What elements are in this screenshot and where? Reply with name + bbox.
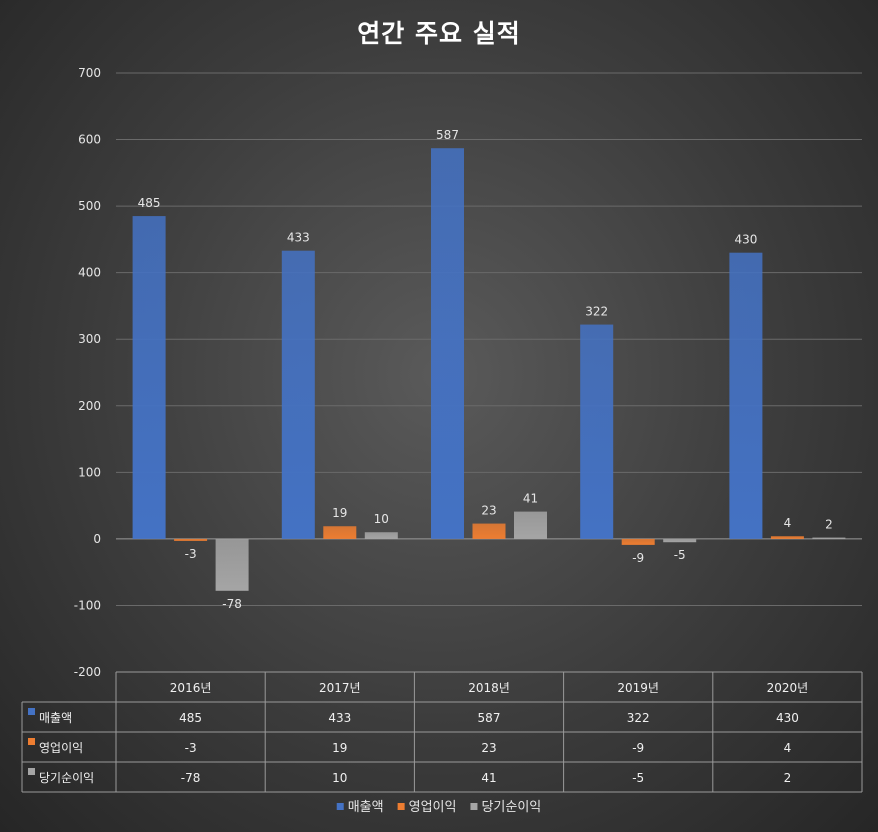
- bar: [364, 532, 398, 539]
- data-label: 4: [784, 516, 792, 530]
- table-header-cell: 2020년: [767, 681, 809, 695]
- table-cell: 587: [478, 711, 501, 725]
- bar: [812, 537, 846, 539]
- legend-key: [397, 803, 405, 810]
- data-label: 2: [825, 518, 833, 532]
- data-label: -9: [632, 551, 644, 565]
- data-label: 322: [585, 305, 608, 319]
- bar: [132, 216, 166, 539]
- y-tick-label: 500: [78, 199, 101, 213]
- table-legend-key: [28, 708, 35, 715]
- table-row-label: 당기순이익: [39, 771, 94, 785]
- data-label: 433: [287, 231, 310, 245]
- bar: [770, 536, 804, 539]
- table-header-cell: 2017년: [319, 681, 361, 695]
- bar: [174, 538, 208, 541]
- bar: [580, 324, 614, 539]
- table-cell: 4: [784, 741, 792, 755]
- bar: [323, 526, 357, 539]
- data-label: 587: [436, 128, 459, 142]
- data-label: -5: [674, 548, 686, 562]
- y-tick-label: -100: [74, 598, 101, 612]
- y-tick-label: 700: [78, 66, 101, 80]
- data-label: -3: [185, 547, 197, 561]
- table-header-cell: 2018년: [468, 681, 510, 695]
- bar: [215, 538, 249, 591]
- y-tick-label: 300: [78, 332, 101, 346]
- legend-key: [470, 803, 478, 810]
- table-cell: 322: [627, 711, 650, 725]
- y-tick-label: 400: [78, 266, 101, 280]
- table-header-cell: 2016년: [170, 681, 212, 695]
- data-label: 19: [332, 506, 347, 520]
- table-cell: -9: [632, 741, 644, 755]
- legend-label: 영업이익: [409, 800, 457, 815]
- table-cell: 433: [328, 711, 351, 725]
- y-tick-label: 100: [78, 465, 101, 479]
- legend: 매출액 영업이익 당기순이익: [336, 800, 541, 815]
- y-tick-label: 0: [93, 532, 101, 546]
- table-cell: 41: [481, 771, 496, 785]
- legend-label: 당기순이익: [481, 800, 541, 815]
- bar: [281, 250, 315, 539]
- table-cell: 19: [332, 741, 347, 755]
- table-cell: 23: [481, 741, 496, 755]
- table-cell: -78: [181, 771, 201, 785]
- table-row-label: 매출액: [39, 711, 72, 725]
- bar: [431, 148, 464, 539]
- data-label: 41: [523, 492, 538, 506]
- bar: [472, 523, 506, 539]
- table-cell: -3: [185, 741, 197, 755]
- data-label: 10: [374, 512, 389, 526]
- bar: [729, 252, 763, 539]
- table-cell: 2: [784, 771, 792, 785]
- table-legend-key: [28, 738, 35, 745]
- table-cell: -5: [632, 771, 644, 785]
- table-legend-key: [28, 768, 35, 775]
- table-cell: 10: [332, 771, 347, 785]
- y-tick-label: 600: [78, 133, 101, 147]
- legend-label: 매출액: [348, 800, 384, 815]
- data-label: 430: [734, 233, 757, 247]
- table-cell: 430: [776, 711, 799, 725]
- bar: [514, 511, 547, 539]
- y-tick-label: 200: [78, 399, 101, 413]
- data-label: 485: [138, 196, 161, 210]
- legend-key: [336, 803, 344, 810]
- data-label: 23: [481, 504, 496, 518]
- chart-title: 연간 주요 실적: [357, 19, 521, 48]
- data-label: -78: [222, 597, 242, 611]
- table-cell: 485: [179, 711, 202, 725]
- table-header-cell: 2019년: [617, 681, 659, 695]
- bar: [621, 538, 655, 545]
- table-row-label: 영업이익: [39, 741, 83, 755]
- y-tick-label: -200: [74, 665, 101, 679]
- bar: [663, 538, 697, 543]
